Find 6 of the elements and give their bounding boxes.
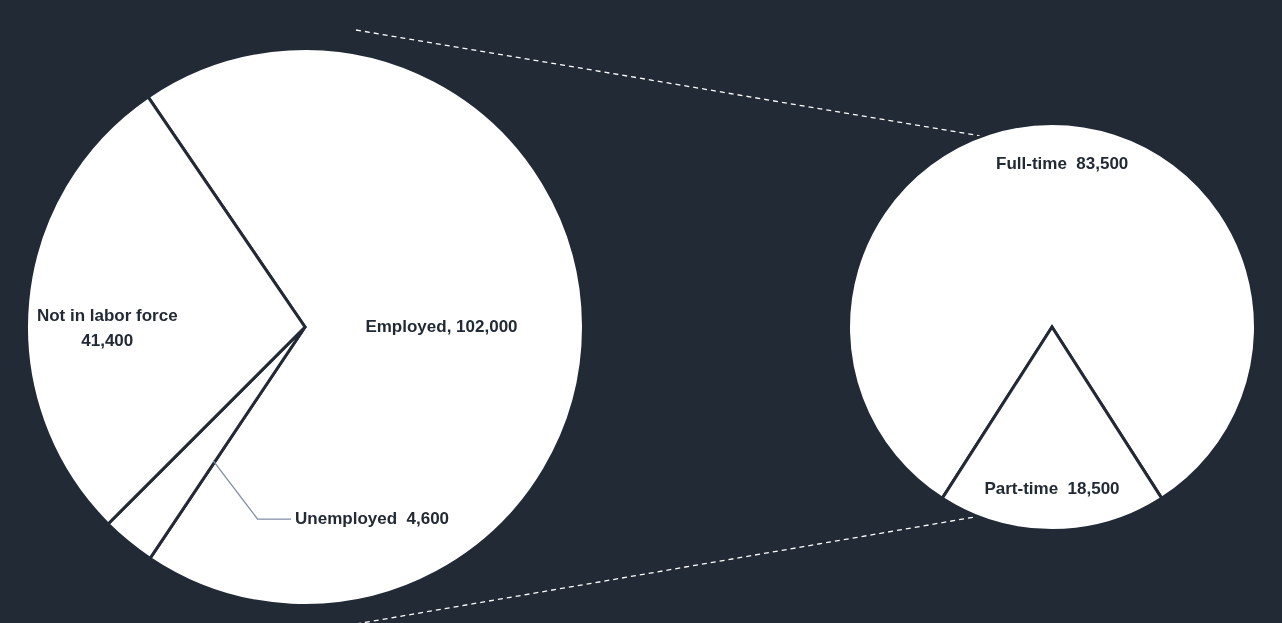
slice-label: Part-time 18,500 <box>984 479 1120 499</box>
slice-label: Unemployed 4,600 <box>295 508 450 528</box>
slice-label: Employed, 102,000 <box>365 316 518 336</box>
data-label: 41,400 <box>81 330 134 350</box>
slice-label: Full-time 83,500 <box>996 153 1129 173</box>
slice-label: Not in labor force <box>36 305 178 325</box>
